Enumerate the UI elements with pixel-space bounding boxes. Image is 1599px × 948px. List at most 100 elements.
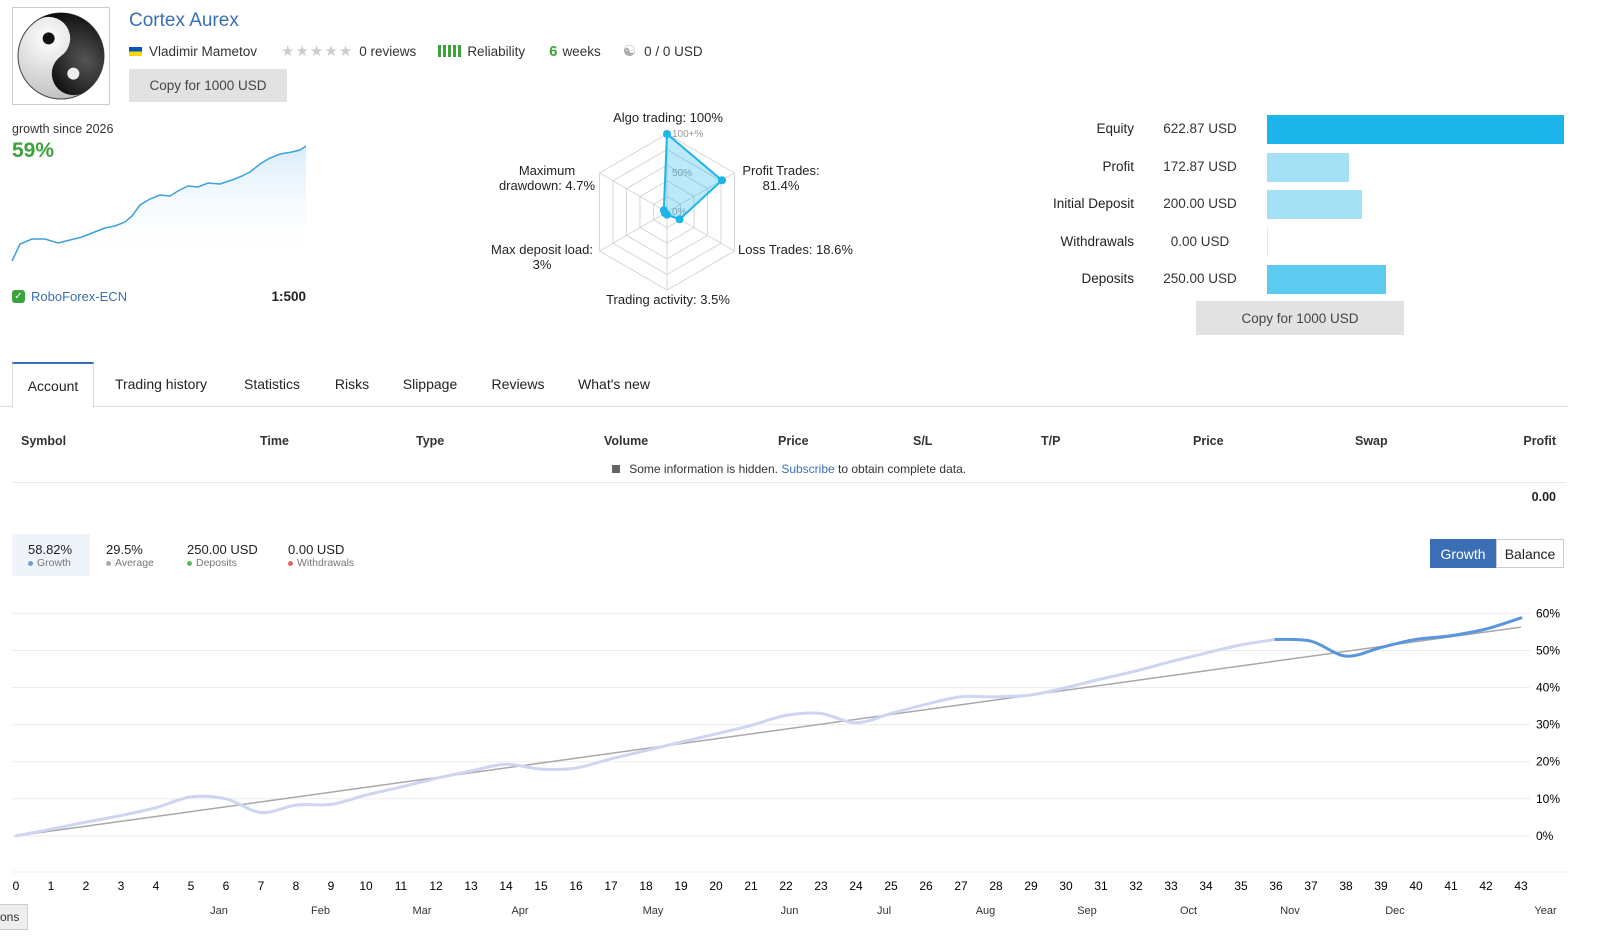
equity-bar-deposits[interactable] (1267, 265, 1386, 294)
tab-statistics[interactable]: Statistics (243, 376, 300, 392)
month-label: Oct (1180, 905, 1197, 917)
side-tab[interactable]: ons (0, 904, 28, 930)
equity-bar-equity[interactable] (1267, 115, 1564, 144)
legend-growth-name: Growth (37, 557, 71, 569)
x-tick-label: 36 (1269, 879, 1283, 893)
tab-risks[interactable]: Risks (334, 376, 370, 392)
y-tick-label: 20% (1536, 755, 1560, 769)
month-label: Jun (781, 905, 799, 917)
col-sl[interactable]: S/L (913, 434, 933, 448)
radar-label-drawdown-line2: drawdown: 4.7% (498, 178, 596, 193)
growth-chart: 0%10%20%30%40%50%60%0 1 2 3 4 5 6 7 8 9 10 11 12 13 14… (12, 606, 1568, 917)
hidden-info-prefix: Some information is hidden. (629, 462, 778, 476)
legend-withdrawals[interactable]: 0.00 USD Withdrawals (288, 534, 378, 576)
col-time[interactable]: Time (260, 434, 289, 448)
subscribers-value: 0 / 0 USD (644, 43, 703, 59)
x-tick-label: 3 (118, 879, 125, 893)
y-tick-label: 10% (1536, 792, 1560, 806)
equity-bar-profit[interactable] (1267, 152, 1349, 182)
toggle-balance[interactable]: Balance (1496, 539, 1564, 568)
tab-reviews[interactable]: Reviews (491, 376, 545, 392)
col-swap[interactable]: Swap (1355, 434, 1388, 448)
x-tick-label: 33 (1164, 879, 1178, 893)
equity-label-initial-deposit: Initial Deposit (1052, 196, 1134, 211)
equity-value-deposits: 250.00 USD (1163, 271, 1237, 286)
col-price-close[interactable]: Price (1193, 434, 1224, 448)
weeks-count: 6 (549, 42, 558, 60)
radar-point-loss-trades[interactable] (675, 215, 684, 224)
tab-trading-history[interactable]: Trading history (114, 376, 208, 392)
tab-account[interactable]: Account (12, 362, 94, 409)
mini-growth-chart (11, 145, 307, 262)
equity-bar-withdrawals[interactable] (1267, 227, 1268, 257)
month-label: Jul (877, 905, 891, 917)
mini-growth-line (11, 145, 307, 262)
radar-label-deposit-load-line2: 3% (532, 257, 552, 272)
meta-row: Vladimir Mametov ★★★★★ 0 reviews Reliabi… (129, 42, 703, 60)
weeks-label: weeks (562, 43, 601, 59)
verified-shield-icon: ✓ (12, 290, 25, 303)
equity-label-equity: Equity (1096, 121, 1134, 136)
subscribe-link[interactable]: Subscribe (781, 462, 835, 476)
chart-gridlines (12, 612, 1530, 837)
page-title[interactable]: Cortex Aurex (129, 10, 239, 31)
tab-slippage[interactable]: Slippage (402, 376, 458, 392)
growth-line-recent[interactable] (1274, 616, 1523, 658)
broker-name[interactable]: RoboForex-ECN (31, 289, 128, 304)
x-tick-label: 13 (464, 879, 478, 893)
reviews-count[interactable]: 0 reviews (359, 43, 417, 59)
x-tick-label: 14 (499, 879, 513, 893)
legend-average[interactable]: 29.5% Average (106, 534, 176, 576)
col-volume[interactable]: Volume (604, 434, 649, 448)
radar-label-profit-trades-line1: Profit Trades: (742, 163, 820, 178)
month-label: Aug (976, 905, 996, 917)
x-tick-label: 22 (779, 879, 793, 893)
legend-deposits[interactable]: 250.00 USD Deposits (187, 534, 277, 576)
tab-whats-new[interactable]: What's new (578, 376, 650, 392)
radar-label-activity: Trading activity: 3.5% (606, 292, 730, 307)
average-line[interactable] (15, 626, 1522, 837)
radar-grid-spoke (599, 211, 668, 252)
x-tick-label: 37 (1304, 879, 1318, 893)
x-tick-label: 27 (954, 879, 968, 893)
x-tick-label: 43 (1514, 879, 1528, 893)
month-label: Dec (1385, 905, 1405, 917)
legend-growth[interactable]: 58.82% Growth (12, 534, 90, 576)
y-tick-label: 40% (1536, 681, 1560, 695)
radar-label-algo: Algo trading: 100% (613, 110, 723, 125)
broker-link[interactable]: ✓ RoboForex-ECN (12, 289, 127, 304)
radar-point-algo[interactable] (663, 130, 671, 138)
x-tick-label: 42 (1479, 879, 1493, 893)
col-profit[interactable]: Profit (1523, 434, 1556, 448)
copy-button-secondary[interactable]: Copy for 1000 USD (1196, 301, 1404, 335)
x-tick-label: 8 (293, 879, 300, 893)
x-tick-label: 21 (744, 879, 758, 893)
col-price[interactable]: Price (778, 434, 809, 448)
equity-bar-initial-deposit[interactable] (1267, 190, 1362, 219)
col-type[interactable]: Type (416, 434, 445, 448)
toggle-growth[interactable]: Growth (1430, 539, 1496, 568)
col-symbol[interactable]: Symbol (21, 434, 67, 448)
legend-growth-value: 58.82% (28, 542, 73, 557)
radar-point-profit-trades[interactable] (718, 176, 726, 185)
radar-label-profit-trades-line2: 81.4% (762, 178, 800, 193)
col-tp[interactable]: T/P (1041, 434, 1061, 448)
radar-label-profit-trades: Profit Trades: 81.4% (733, 163, 829, 193)
radar-scale-100: 100+% (672, 129, 704, 140)
x-tick-label: 7 (258, 879, 265, 893)
growth-line-history[interactable] (14, 637, 1278, 838)
x-tick-label: 39 (1374, 879, 1388, 893)
equity-value-equity: 622.87 USD (1163, 121, 1237, 136)
copy-button[interactable]: Copy for 1000 USD (129, 69, 287, 102)
yin-yang-icon (17, 12, 105, 100)
month-label: Sep (1077, 905, 1097, 917)
y-tick-label: 50% (1536, 644, 1560, 658)
x-tick-label: 34 (1199, 879, 1213, 893)
avatar[interactable] (12, 7, 110, 105)
equity-label-profit: Profit (1102, 158, 1134, 174)
author-name[interactable]: Vladimir Mametov (149, 43, 258, 59)
month-label: Jan (210, 905, 228, 917)
x-tick-label: 17 (604, 879, 618, 893)
radar-point-drawdown[interactable] (659, 206, 668, 215)
x-tick-label: 24 (849, 879, 863, 893)
